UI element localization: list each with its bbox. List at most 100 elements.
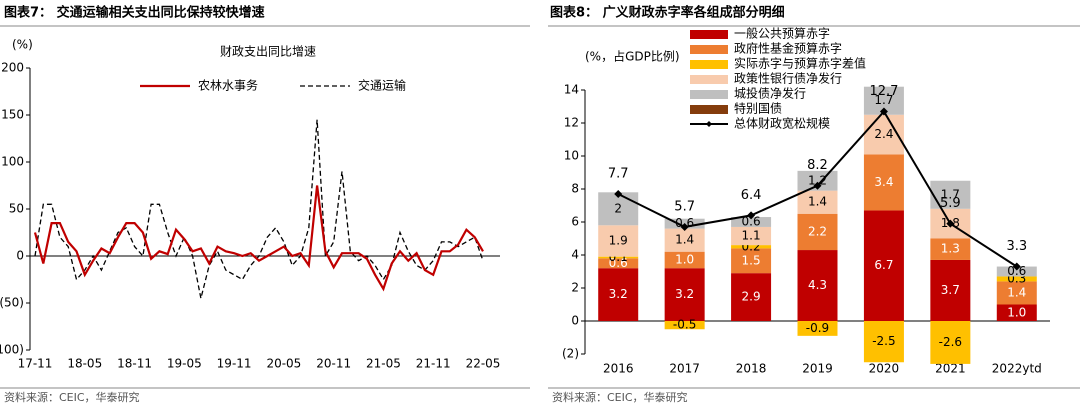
x-tick-label: 2017 <box>669 362 700 376</box>
bar-segment <box>996 276 1037 282</box>
x-tick-label: 20-11 <box>316 357 351 371</box>
x-tick-label: 21-11 <box>416 357 451 371</box>
total-label: 5.7 <box>674 199 695 214</box>
x-tick-label: 18-11 <box>117 357 152 371</box>
legend-swatch <box>690 30 728 39</box>
legend-label: 实际赤字与预算赤字差值 <box>734 56 866 71</box>
data-label: 2 <box>614 201 622 215</box>
data-label: 1.4 <box>1007 285 1026 299</box>
total-label: 3.3 <box>1006 239 1027 254</box>
data-label: 2.2 <box>808 224 827 238</box>
bar-segment <box>797 190 838 214</box>
data-label: 1.7 <box>941 187 960 201</box>
total-marker <box>946 219 955 228</box>
data-label: 6.7 <box>874 258 893 272</box>
bar-segment <box>863 321 904 363</box>
bar-segment <box>863 154 904 211</box>
y-tick-label: 10 <box>564 149 579 163</box>
legend-label: 一般公共预算赤字 <box>734 26 830 41</box>
legend-swatch <box>706 121 712 127</box>
y-tick-label: 4 <box>571 248 579 262</box>
bar-segment <box>996 266 1037 277</box>
total-marker <box>680 222 689 231</box>
source: 资料来源：CEIC，华泰研究 <box>552 390 688 404</box>
data-label: 0.6 <box>1007 264 1026 278</box>
x-tick-label: 2016 <box>603 362 634 376</box>
x-tick-label: 21-05 <box>366 357 401 371</box>
x-tick-label: 19-11 <box>217 357 252 371</box>
data-label: 2.4 <box>874 127 893 141</box>
legend-label: 总体财政宽松规模 <box>734 116 830 131</box>
data-label: 1.2 <box>808 173 827 187</box>
bar-segment <box>731 273 772 321</box>
y-tick-label: (100) <box>0 343 24 357</box>
y-axis-label: (%) <box>12 38 33 52</box>
data-label: 3.2 <box>609 287 628 301</box>
legend-label: 农林水事务 <box>198 78 258 93</box>
x-tick-label: 2019 <box>802 362 833 376</box>
bar-segment <box>664 268 705 321</box>
source: 资料来源：CEIC，华泰研究 <box>4 390 140 404</box>
bar-segment <box>731 248 772 274</box>
total-label: 12.7 <box>869 84 898 99</box>
y-tick-label: 2 <box>571 281 579 295</box>
bar-segment <box>664 251 705 269</box>
total-label: 6.4 <box>741 188 762 203</box>
legend-label: 城投债净发行 <box>734 86 806 101</box>
y-tick-label: 150 <box>1 108 24 122</box>
bar-segment <box>664 321 705 330</box>
bar-segment <box>731 245 772 249</box>
data-label: 1.4 <box>808 195 827 209</box>
y-tick-label: 14 <box>564 83 579 97</box>
chart-title: 图表7： 交通运输相关支出同比保持较快增速 <box>4 5 265 21</box>
y-tick-label: 0 <box>571 314 579 328</box>
x-tick-label: 18-05 <box>67 357 102 371</box>
legend-label: 政府性基金预算赤字 <box>734 41 842 56</box>
y-tick-label: 8 <box>571 182 579 196</box>
x-tick-label: 2020 <box>869 362 900 376</box>
y-tick-label: 12 <box>564 116 579 130</box>
data-label: 2.9 <box>742 290 761 304</box>
data-label: -0.5 <box>673 318 696 332</box>
y-tick-label: (2) <box>562 347 579 361</box>
bar-segment <box>598 256 639 259</box>
data-label: 1.0 <box>675 252 694 266</box>
data-label: 3.7 <box>941 283 960 297</box>
bar-segment <box>797 321 838 336</box>
x-tick-label: 17-11 <box>18 357 53 371</box>
bar-segment <box>797 213 838 251</box>
x-tick-label: 2018 <box>736 362 767 376</box>
legend-swatch <box>690 105 728 114</box>
y-axis-label: (%，占GDP比例) <box>585 49 680 64</box>
total-label: 8.2 <box>807 158 828 173</box>
series-line <box>33 185 484 292</box>
x-tick-label: 2022ytd <box>992 362 1042 376</box>
data-label: 0.6 <box>742 215 761 229</box>
y-tick-label: 100 <box>1 155 24 169</box>
legend-swatch <box>690 75 728 84</box>
total-marker <box>813 181 822 190</box>
bar-segment <box>731 217 772 227</box>
legend-label: 交通运输 <box>358 78 406 93</box>
bar-segment <box>930 321 971 364</box>
data-label: 1.7 <box>874 93 893 107</box>
total-marker <box>1012 262 1021 271</box>
series-line <box>34 119 484 299</box>
bar-segment <box>930 259 971 321</box>
data-label: 1.3 <box>941 242 960 256</box>
chart-subtitle: 财政支出同比增速 <box>220 45 316 59</box>
data-label: 1.1 <box>742 229 761 243</box>
bar-segment <box>731 226 772 246</box>
bar-segment <box>863 210 904 321</box>
y-tick-label: 0 <box>16 249 24 263</box>
data-label: 3.4 <box>874 175 893 189</box>
legend-label: 政策性银行债净发行 <box>734 71 842 86</box>
bar-segment <box>797 250 838 321</box>
data-label: 1.9 <box>609 233 628 247</box>
data-label: -2.6 <box>939 335 962 349</box>
bar-segment <box>664 228 705 252</box>
x-tick-label: 22-05 <box>466 357 501 371</box>
data-label: 0.6 <box>609 256 628 270</box>
total-label: 7.7 <box>608 166 629 181</box>
legend-swatch <box>690 60 728 69</box>
